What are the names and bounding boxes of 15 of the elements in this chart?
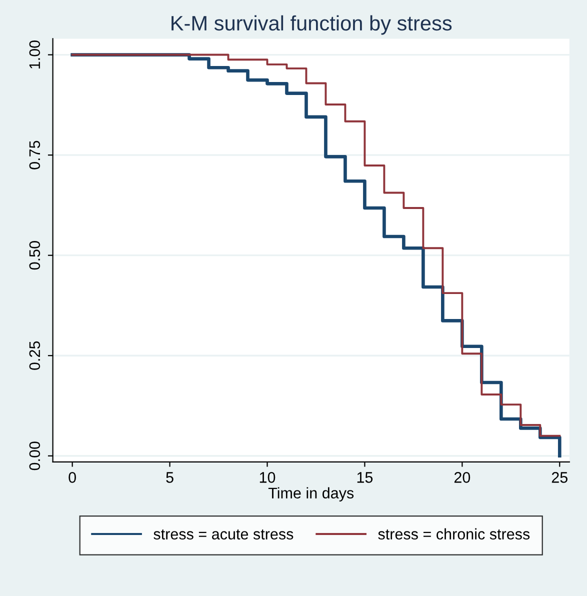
- x-tick-label: 20: [454, 472, 470, 483]
- x-tick-label: 0: [68, 472, 76, 483]
- y-tick-label: 0.50: [29, 241, 40, 270]
- x-tick-label: 5: [166, 472, 174, 483]
- y-tick-label: 0.25: [29, 341, 40, 370]
- legend-label: stress = chronic stress: [378, 528, 530, 540]
- x-tick-label: 15: [357, 472, 373, 483]
- y-tick-label: 1.00: [29, 40, 40, 68]
- y-tick-label: 0.00: [29, 442, 40, 470]
- x-axis-title: Time in days: [268, 487, 354, 502]
- legend-label: stress = acute stress: [154, 530, 294, 540]
- chart-title: K-M survival function by stress: [172, 15, 452, 35]
- y-tick-label: 0.75: [29, 140, 40, 170]
- x-tick-label: 25: [552, 472, 568, 483]
- x-tick-label: 10: [260, 472, 276, 483]
